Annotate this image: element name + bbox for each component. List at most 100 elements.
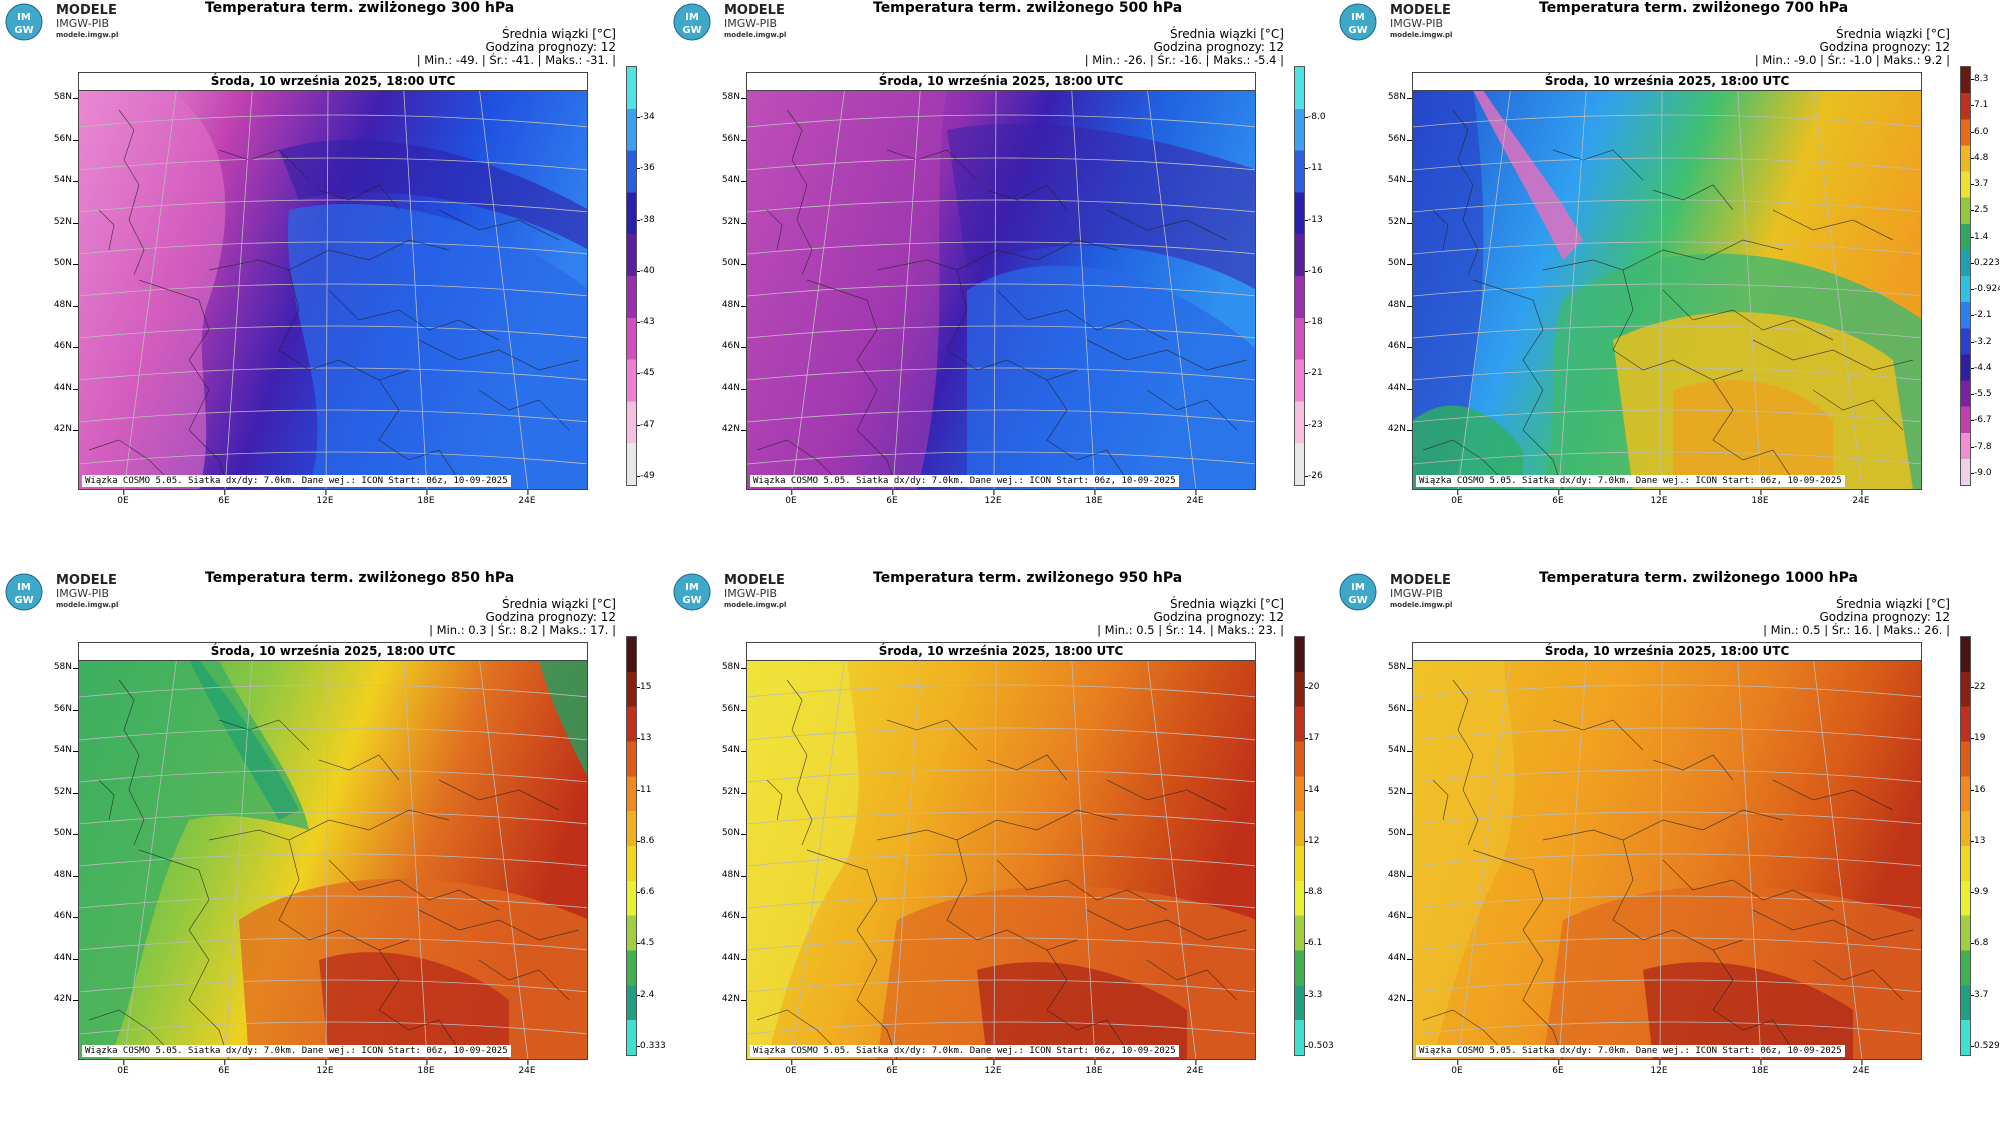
imgw-logo-icon: IM GW (673, 573, 711, 611)
latitude-label: 48N (1387, 869, 1413, 880)
colorbar-tick-label: -0.924 (1970, 284, 2000, 294)
temperature-region (319, 952, 509, 1059)
colorbar-tick-label: 0.223 (1971, 257, 2000, 268)
colorbar-tick-label: -40 (637, 265, 655, 276)
forecast-panel-1: IM GW MODELE IMGW-PIB modele.imgw.pl Tem… (0, 0, 666, 560)
longitude-label: 18E (1085, 1060, 1103, 1076)
colorbar-tick-label: 1.4 (1970, 231, 1989, 242)
forecast-panel-5: IM GW MODELE IMGW-PIB modele.imgw.pl Tem… (668, 570, 1334, 1130)
temperature-region (1413, 405, 1523, 489)
legend-title: Średnia wiązki [°C] (1835, 27, 1950, 41)
svg-text:GW: GW (1348, 595, 1367, 606)
latitude-axis: 58N 56N 54N 52N 50N 48N 46N 44N 42N (1378, 89, 1413, 489)
country-borders (756, 109, 1248, 489)
latitude-label: 50N (53, 258, 79, 268)
panel-info: Średnia wiązki [°C] Godzina prognozy: 12… (1763, 598, 1950, 637)
forecast-panel-3: IM GW MODELE IMGW-PIB modele.imgw.pl Tem… (1334, 0, 2000, 560)
longitude-label: 6E (1552, 490, 1564, 506)
latitude-label: 44N (1387, 952, 1413, 963)
colorbar (1960, 66, 1971, 486)
forecast-hour: Godzina prognozy: 12 (1153, 40, 1284, 54)
colorbar-tick-label: -4.4 (1971, 362, 1992, 373)
colorbar-tick-label: -43 (637, 317, 655, 328)
colorbar (1294, 66, 1305, 486)
legend-title: Średnia wiązki [°C] (1169, 597, 1284, 611)
imgw-logo-icon: IM GW (5, 573, 43, 611)
map-date: Środa, 10 września 2025, 18:00 UTC (1413, 73, 1921, 91)
country-borders (756, 679, 1248, 1059)
map-date: Środa, 10 września 2025, 18:00 UTC (747, 73, 1255, 91)
longitude-label: 18E (1751, 1060, 1769, 1076)
latitude-label: 56N (53, 133, 79, 144)
latitude-label: 42N (53, 994, 79, 1004)
colorbar-tick-label: 17 (1304, 733, 1320, 744)
graticule (747, 660, 1255, 1059)
latitude-label: 52N (721, 216, 747, 227)
legend-title: Średnia wiązki [°C] (501, 27, 616, 41)
latitude-label: 56N (53, 703, 79, 714)
colorbar-tick-label: 12 (1304, 835, 1320, 846)
latitude-label: 54N (53, 175, 79, 185)
latitude-label: 48N (721, 869, 747, 880)
country-borders (88, 679, 580, 1059)
latitude-label: 52N (721, 786, 747, 797)
latitude-label: 42N (721, 424, 747, 434)
latitude-label: 58N (53, 92, 79, 102)
map-area: Środa, 10 września 2025, 18:00 UTC Wiązk… (746, 72, 1256, 490)
colorbar-tick-label: 0.529 (1971, 1040, 2000, 1051)
forecast-panel-2: IM GW MODELE IMGW-PIB modele.imgw.pl Tem… (668, 0, 1334, 560)
colorbar-tick-label: 2.4 (636, 989, 655, 1000)
longitude-label: 6E (886, 490, 898, 506)
longitude-label: 12E (316, 490, 334, 506)
imgw-logo-icon: IM GW (1339, 3, 1377, 41)
svg-text:GW: GW (682, 595, 701, 606)
colorbar-tick-label: 2.5 (1970, 205, 1989, 216)
latitude-axis: 58N 56N 54N 52N 50N 48N 46N 44N 42N (712, 659, 747, 1059)
colorbar-ticks: 20 17 14 12 8.8 6.1 3.3 0.503 (1304, 636, 1345, 1056)
colorbar (626, 66, 637, 486)
brand-org: IMGW-PIB (1390, 17, 1444, 30)
latitude-label: 56N (1387, 133, 1413, 144)
colorbar-tick-label: 11 (636, 784, 652, 795)
latitude-label: 58N (721, 92, 747, 102)
temperature-region (279, 139, 587, 249)
colorbar-tick-label: -18 (1305, 317, 1323, 328)
colorbar-tick-label: -36 (637, 163, 655, 174)
colorbar-tick-label: 4.8 (1970, 152, 1989, 163)
longitude-label: 0E (1451, 490, 1463, 506)
brand-org: IMGW-PIB (56, 587, 110, 600)
longitude-label: 18E (417, 490, 435, 506)
country-borders (1422, 109, 1914, 489)
latitude-axis: 58N 56N 54N 52N 50N 48N 46N 44N 42N (44, 89, 79, 489)
svg-text:IM: IM (1351, 12, 1365, 23)
panel-info: Średnia wiązki [°C] Godzina prognozy: 12… (1085, 28, 1284, 67)
colorbar-tick-label: 13 (1970, 835, 1986, 846)
latitude-label: 50N (721, 828, 747, 838)
svg-text:GW: GW (682, 25, 701, 36)
colorbar-tick-label: 20 (1304, 682, 1320, 693)
graticule (1413, 660, 1921, 1059)
latitude-label: 46N (53, 341, 79, 351)
temperature-region (1643, 962, 1853, 1059)
brand-org: IMGW-PIB (724, 17, 778, 30)
map-footer: Wiązka COSMO 5.05. Siatka dx/dy: 7.0km. … (750, 1045, 1179, 1057)
brand-org: IMGW-PIB (56, 17, 110, 30)
latitude-label: 56N (721, 133, 747, 144)
brand-url: modele.imgw.pl (56, 31, 119, 39)
latitude-label: 46N (53, 911, 79, 921)
panel-title: Temperatura term. zwilżonego 950 hPa (873, 570, 1183, 586)
longitude-label: 6E (886, 1060, 898, 1076)
colorbar-tick-label: -5.5 (1971, 389, 1992, 400)
longitude-label: 0E (785, 490, 797, 506)
latitude-label: 44N (721, 952, 747, 963)
temperature-region (967, 265, 1255, 489)
map-footer: Wiązka COSMO 5.05. Siatka dx/dy: 7.0km. … (750, 475, 1179, 487)
panel-title: Temperatura term. zwilżonego 1000 hPa (1539, 570, 1858, 586)
svg-text:GW: GW (1348, 25, 1367, 36)
colorbar-tick-label: 14 (1304, 784, 1320, 795)
map-date: Środa, 10 września 2025, 18:00 UTC (747, 643, 1255, 661)
colorbar-tick-label: 6.8 (1970, 938, 1989, 949)
colorbar-tick-label: -49 (637, 470, 655, 481)
latitude-label: 52N (1387, 216, 1413, 227)
country-borders (1422, 679, 1914, 1059)
